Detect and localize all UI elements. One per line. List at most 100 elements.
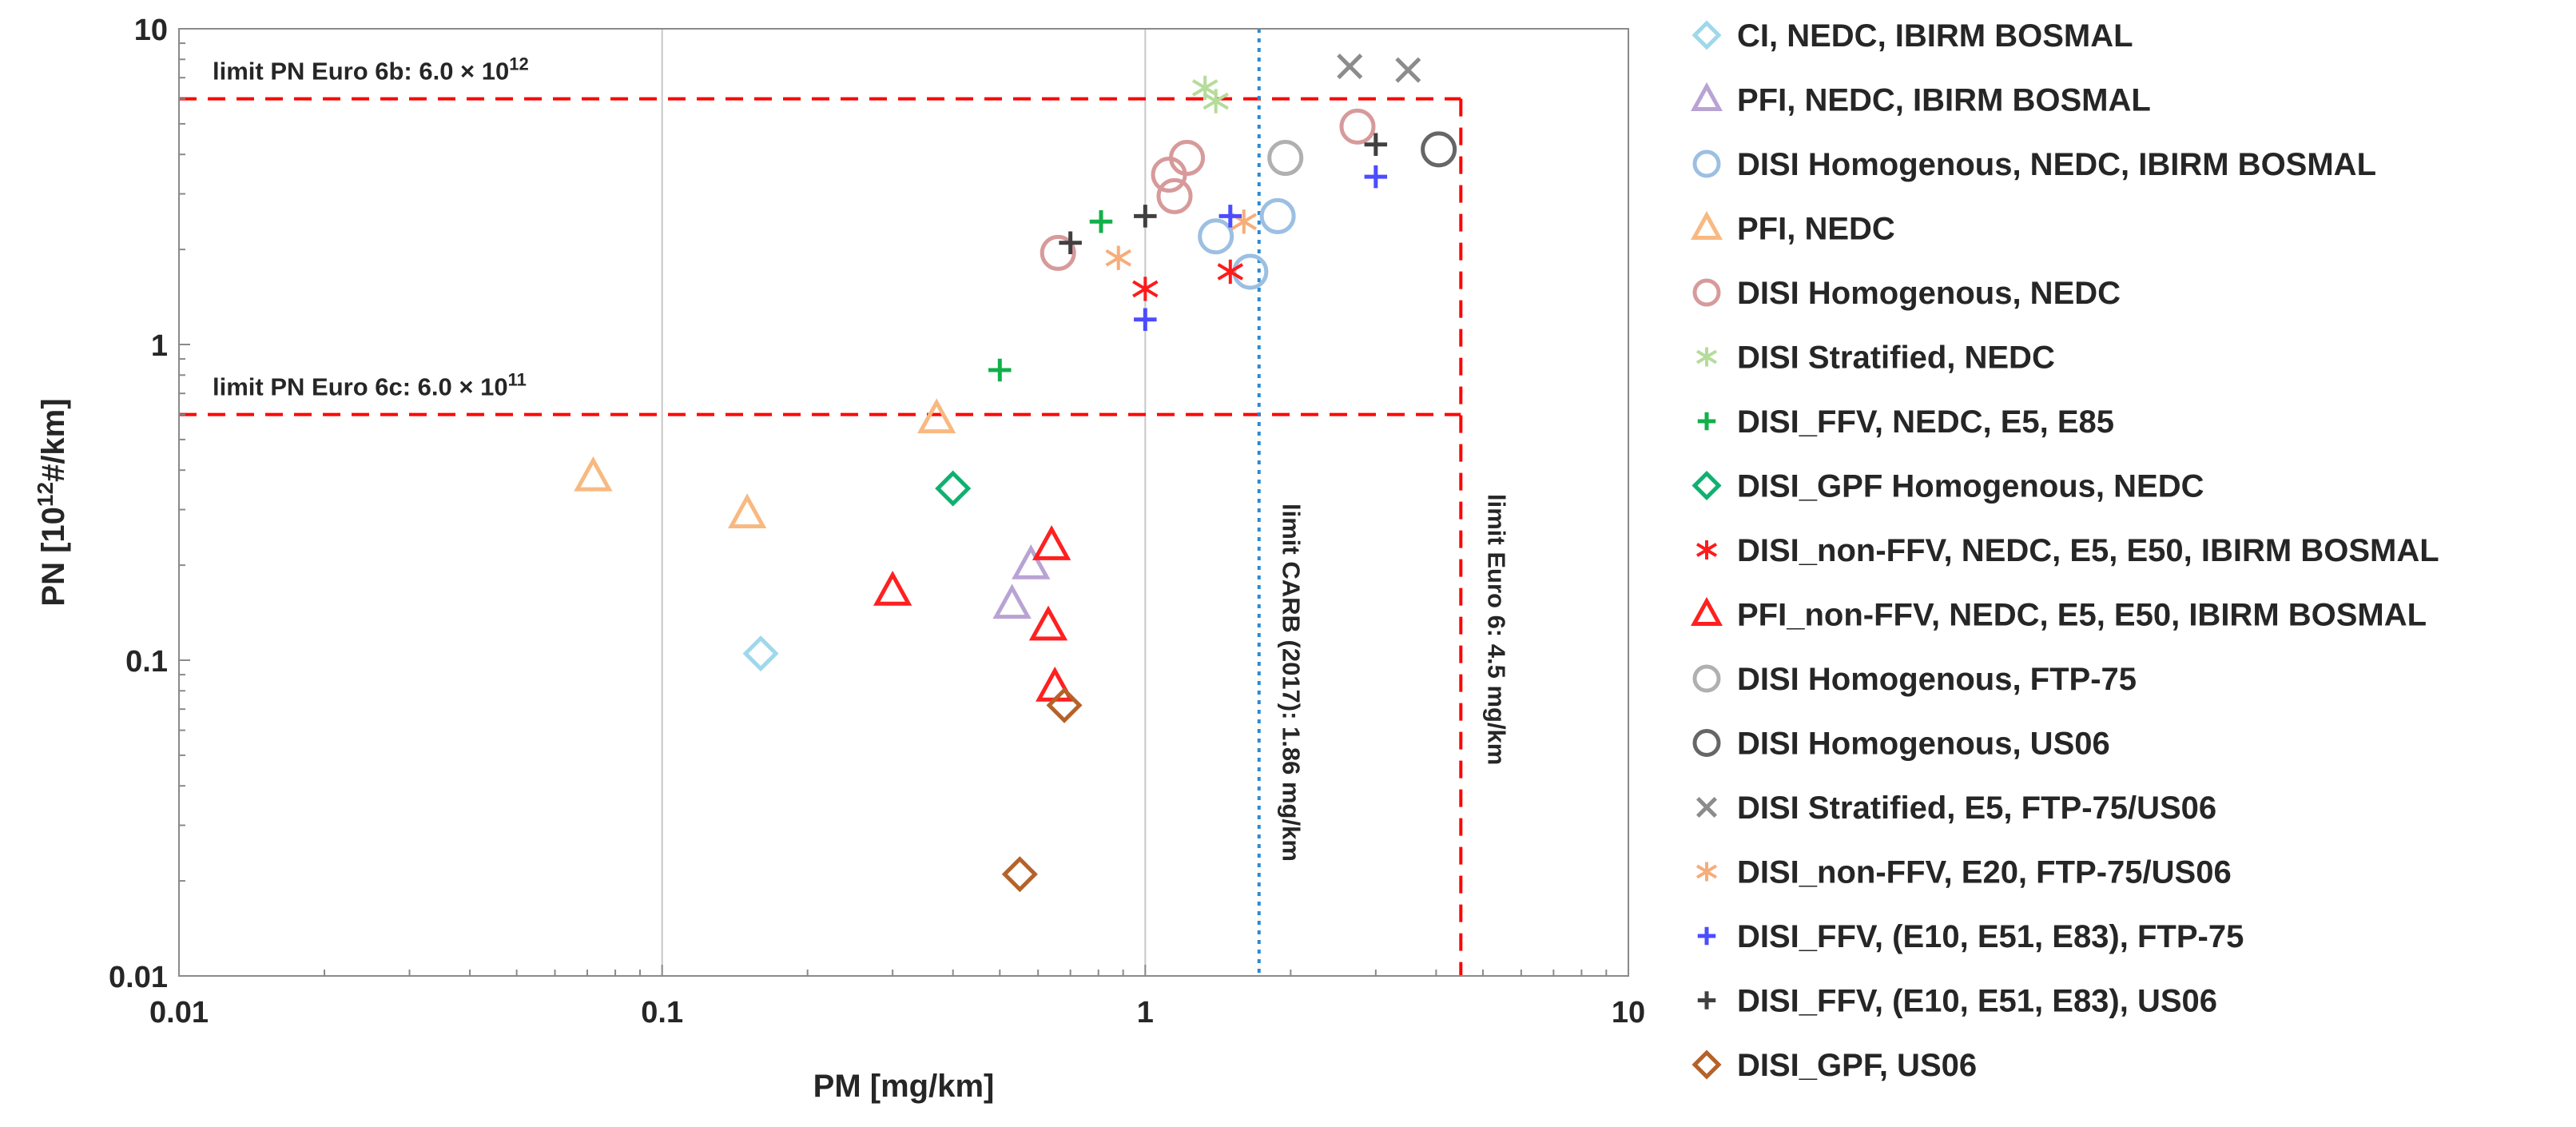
marker-shape <box>1692 729 1721 757</box>
legend-marker <box>1691 470 1722 501</box>
data-point <box>574 456 613 492</box>
data-point <box>1036 666 1075 702</box>
data-point <box>1339 108 1376 145</box>
limit-label-euro6c: limit PN Euro 6c: 6.0 × 1011 <box>213 370 527 401</box>
marker-shape <box>1697 926 1716 946</box>
marker-shape <box>1230 209 1257 234</box>
marker-shape <box>1695 540 1718 560</box>
marker-shape <box>1134 205 1157 228</box>
data-points-layer <box>574 54 1457 893</box>
x-tick-label: 10 <box>1612 996 1645 1029</box>
limit-label-carb: limit CARB (2017): 1.86 mg/km <box>1278 504 1306 862</box>
data-point <box>1132 277 1159 301</box>
legend-item: DISI_FFV, NEDC, E5, E85 <box>1697 404 2114 440</box>
marker-shape <box>1691 1049 1722 1080</box>
marker-shape <box>1217 259 1244 285</box>
marker-shape <box>1203 89 1229 113</box>
data-point <box>1046 687 1083 723</box>
marker-shape <box>1692 664 1721 693</box>
legend-label: DISI_FFV, (E10, E51, E83), FTP-75 <box>1737 919 2244 954</box>
marker-shape <box>873 571 912 606</box>
legend-marker <box>1697 926 1716 946</box>
data-point <box>917 398 956 434</box>
data-point <box>935 470 972 507</box>
legend-item: DISI Homogenous, FTP-75 <box>1692 662 2137 697</box>
marker-shape <box>935 470 972 507</box>
limit-label-exponent: 11 <box>508 370 527 390</box>
series-3 <box>1198 197 1296 290</box>
grid-layer <box>661 29 1147 976</box>
series-14 <box>1105 209 1257 270</box>
marker-shape <box>1259 197 1296 234</box>
legend-marker <box>1691 82 1723 111</box>
legend-item: PFI_non-FFV, NEDC, E5, E50, IBIRM BOSMAL <box>1691 596 2427 633</box>
legend-item: DISI Stratified, E5, FTP-75/US06 <box>1695 790 2216 826</box>
data-point <box>873 571 912 606</box>
series-11 <box>1267 140 1304 177</box>
legend-label: DISI Homogenous, NEDC, IBIRM BOSMAL <box>1737 147 2376 182</box>
marker-shape <box>1364 165 1388 189</box>
legend-marker <box>1691 1049 1722 1080</box>
legend-label: DISI_non-FFV, NEDC, E5, E50, IBIRM BOSMA… <box>1737 533 2439 568</box>
legend-marker <box>1692 729 1721 757</box>
marker-shape <box>1046 687 1083 723</box>
marker-shape <box>1337 54 1363 80</box>
y-tick-label: 1 <box>151 329 168 363</box>
data-point <box>1156 177 1193 214</box>
x-axis-title: PM [mg/km] <box>813 1069 995 1104</box>
data-point <box>1421 131 1457 168</box>
limit-label-euro6b: limit PN Euro 6b: 6.0 × 1012 <box>213 54 529 86</box>
legend-marker <box>1697 412 1716 431</box>
marker-shape <box>1339 108 1376 145</box>
marker-shape <box>1691 596 1723 626</box>
marker-shape <box>1059 231 1082 254</box>
data-point <box>1028 605 1068 641</box>
data-point <box>1040 234 1076 271</box>
marker-shape <box>1105 245 1131 270</box>
data-point <box>1364 133 1388 157</box>
legend-item: DISI Homogenous, US06 <box>1692 727 2110 762</box>
data-point <box>1395 57 1421 83</box>
legend-label: DISI Homogenous, US06 <box>1737 727 2110 762</box>
marker-shape <box>1012 544 1051 579</box>
legend-label: DISI_GPF, US06 <box>1737 1048 1977 1083</box>
series-9 <box>1132 259 1244 301</box>
legend-label: DISI Homogenous, FTP-75 <box>1737 662 2137 697</box>
marker-shape <box>1421 131 1457 168</box>
marker-shape <box>1036 666 1075 702</box>
series-10 <box>873 525 1075 702</box>
legend-item: DISI Homogenous, NEDC <box>1692 276 2121 311</box>
series-13 <box>1337 54 1421 83</box>
marker-shape <box>1232 253 1269 290</box>
legend-item: DISI_non-FFV, E20, FTP-75/US06 <box>1695 855 2232 890</box>
series-16 <box>1059 133 1388 254</box>
legend-label: CI, NEDC, IBIRM BOSMAL <box>1737 18 2133 54</box>
y-axis-title-part: PN [10 <box>36 507 71 607</box>
series-8 <box>935 470 972 507</box>
legend-marker <box>1695 347 1718 367</box>
legend-item: DISI_GPF Homogenous, NEDC <box>1691 469 2204 504</box>
marker-shape <box>1134 308 1157 331</box>
legend-label: PFI_non-FFV, NEDC, E5, E50, IBIRM BOSMAL <box>1737 598 2427 633</box>
series-12 <box>1421 131 1457 168</box>
y-tick-label: 0.01 <box>109 961 168 994</box>
legend-label: DISI Stratified, NEDC <box>1737 340 2055 376</box>
y-axis-title: PN [1012#/km] <box>33 398 71 606</box>
marker-shape <box>1697 412 1716 431</box>
legend-marker <box>1691 596 1723 626</box>
limit-label-text: limit PN Euro 6c: 6.0 × 10 <box>213 373 508 401</box>
limit-label-text: limit PN Euro 6b: 6.0 × 10 <box>213 58 509 86</box>
series-15 <box>1134 165 1388 331</box>
legend-marker <box>1692 149 1721 178</box>
data-point <box>1230 209 1257 234</box>
legend-marker <box>1691 210 1723 240</box>
legend-marker <box>1695 540 1718 560</box>
legend-marker <box>1691 20 1722 50</box>
series-17 <box>1001 687 1083 893</box>
data-point <box>1364 165 1388 189</box>
marker-shape <box>1028 605 1068 641</box>
legend-item: DISI Stratified, NEDC <box>1695 340 2055 376</box>
